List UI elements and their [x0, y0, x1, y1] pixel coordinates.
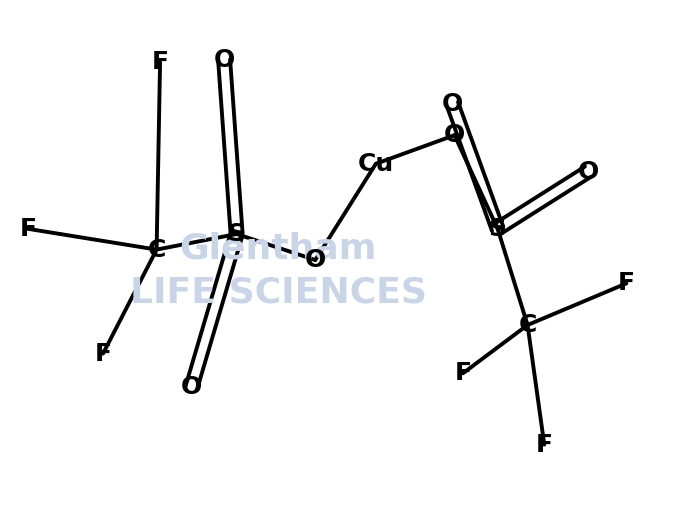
Text: O: O — [214, 48, 235, 72]
Text: Glentham
LIFE SCIENCES: Glentham LIFE SCIENCES — [130, 231, 427, 310]
Text: F: F — [95, 342, 111, 366]
Text: S: S — [489, 217, 507, 241]
Text: Cu: Cu — [358, 152, 394, 176]
Text: O: O — [305, 248, 326, 272]
Text: F: F — [19, 217, 36, 241]
Text: F: F — [536, 433, 553, 457]
Text: O: O — [444, 123, 465, 147]
Text: S: S — [228, 222, 246, 246]
Text: C: C — [519, 313, 537, 337]
Text: C: C — [148, 238, 166, 262]
Text: O: O — [181, 375, 202, 399]
Text: F: F — [454, 361, 471, 385]
Text: F: F — [618, 271, 635, 295]
Text: O: O — [578, 160, 599, 184]
Text: O: O — [442, 92, 463, 116]
Text: F: F — [152, 50, 168, 74]
